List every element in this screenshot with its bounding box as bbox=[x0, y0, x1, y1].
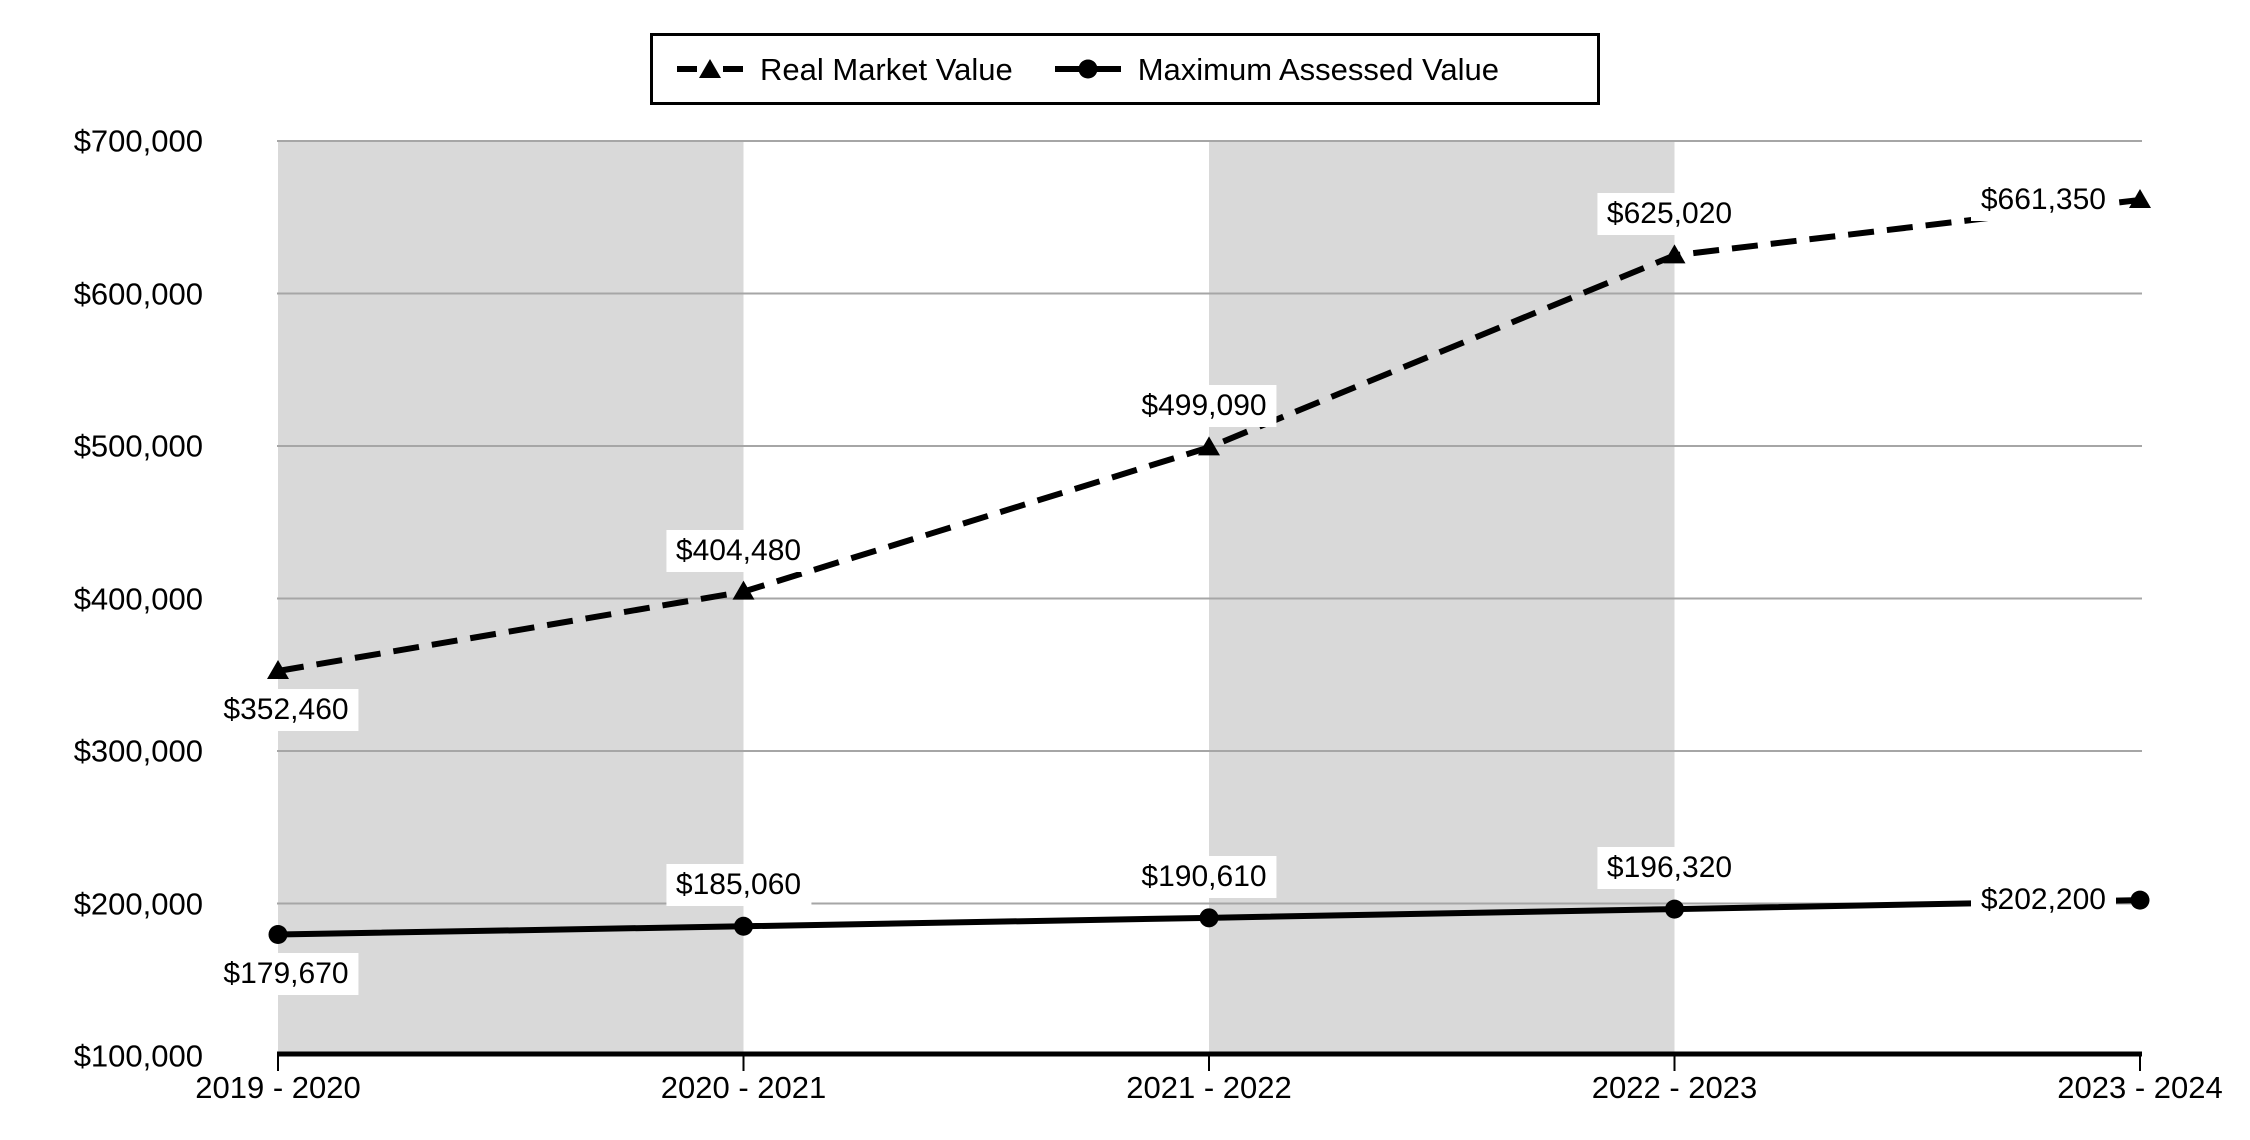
y-axis-tick-label: $500,000 bbox=[73, 428, 203, 464]
legend: Real Market Value Maximum Assessed Value bbox=[650, 33, 1600, 105]
x-axis-tick-label: 2019 - 2020 bbox=[195, 1070, 361, 1105]
data-label: $352,460 bbox=[213, 688, 359, 731]
circle-marker bbox=[1199, 908, 1219, 928]
triangle-marker bbox=[1198, 436, 1220, 456]
circle-marker bbox=[734, 916, 753, 936]
y-axis-tick-label: $200,000 bbox=[73, 886, 203, 921]
y-axis-tick-label: $100,000 bbox=[73, 1038, 203, 1074]
dashed-line-triangle-marker-icon bbox=[677, 59, 743, 78]
triangle-marker bbox=[1663, 244, 1686, 264]
data-label: $499,090 bbox=[1131, 385, 1277, 428]
x-axis-tick-label: 2023 - 2024 bbox=[2057, 1070, 2223, 1105]
circle-marker bbox=[2130, 890, 2150, 910]
solid-line-circle-marker-icon bbox=[1054, 59, 1121, 79]
circle-marker bbox=[268, 925, 288, 945]
data-label: $185,060 bbox=[665, 864, 812, 907]
circle-marker bbox=[1665, 899, 1684, 919]
x-axis-tick-label: 2020 - 2021 bbox=[660, 1070, 827, 1105]
data-label: $179,670 bbox=[213, 952, 359, 995]
triangle-marker bbox=[732, 580, 755, 600]
y-axis-tick-label: $600,000 bbox=[73, 276, 203, 311]
legend-item-maximum-assessed-value: Maximum Assessed Value bbox=[1054, 51, 1499, 87]
legend-label: Real Market Value bbox=[760, 51, 1013, 87]
data-label: $404,480 bbox=[665, 529, 812, 572]
data-label: $202,200 bbox=[1970, 879, 2116, 922]
data-label: $625,020 bbox=[1596, 193, 1743, 236]
triangle-marker bbox=[267, 659, 289, 679]
legend-label: Maximum Assessed Value bbox=[1137, 51, 1499, 87]
data-label: $661,350 bbox=[1970, 178, 2116, 221]
triangle-marker bbox=[2129, 188, 2151, 208]
y-axis-tick-label: $400,000 bbox=[73, 581, 203, 616]
data-label: $196,320 bbox=[1596, 847, 1743, 890]
x-axis-tick-label: 2021 - 2022 bbox=[1126, 1070, 1292, 1105]
y-axis-tick-label: $300,000 bbox=[73, 733, 203, 769]
x-axis-tick-label: 2022 - 2023 bbox=[1591, 1070, 1758, 1105]
data-label: $190,610 bbox=[1131, 855, 1277, 898]
y-axis-tick-label: $700,000 bbox=[73, 123, 203, 159]
legend-item-real-market-value: Real Market Value bbox=[677, 54, 1013, 85]
